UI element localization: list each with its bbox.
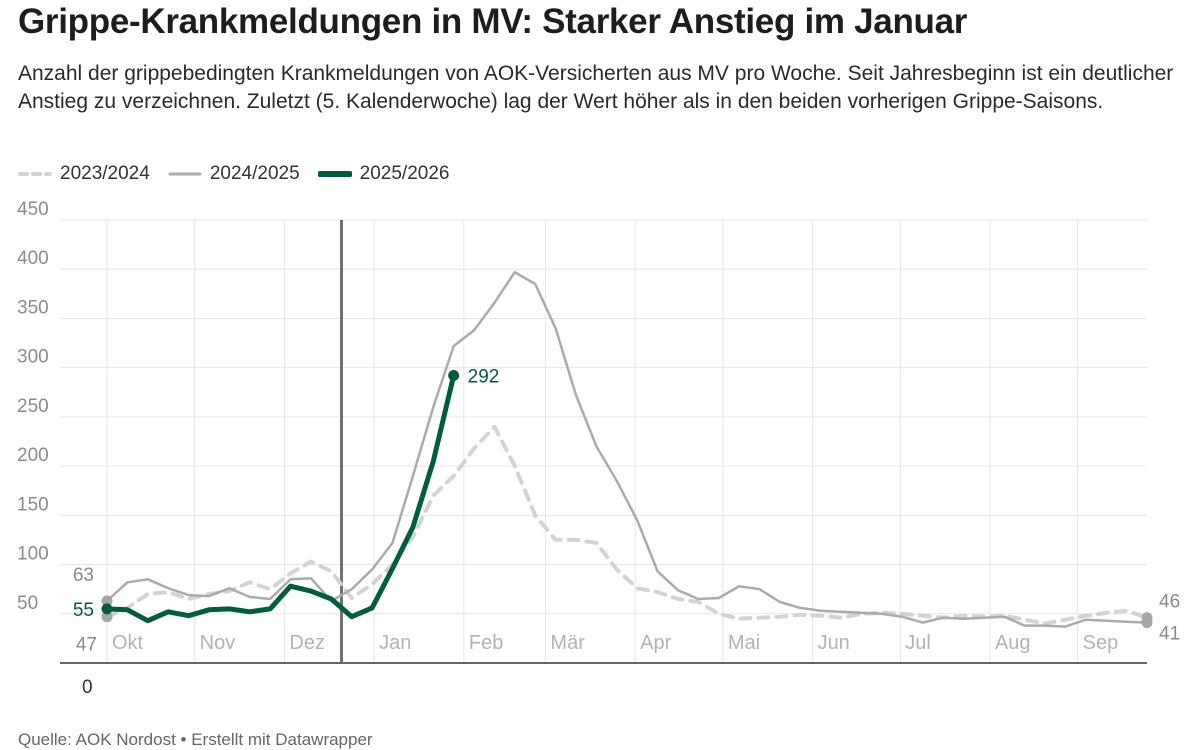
line-chart: 50 100 150 200 250 300 350 400 450 0 Okt Nov Dez Jan…: [17, 200, 1180, 698]
data-label: 41: [1159, 624, 1180, 645]
y-tick-label: 150: [17, 494, 49, 515]
legend-swatch-bold-line-icon: [317, 171, 352, 177]
x-tick-label: Okt: [112, 632, 144, 654]
series-start-dot: [101, 595, 113, 607]
series-line-2023-2024: [105, 424, 1149, 626]
horizontal-gridlines: [60, 219, 1147, 664]
x-tick-label: Sep: [1083, 632, 1119, 654]
series-lines: [104, 270, 1149, 628]
series-start-dot: [101, 611, 113, 623]
x-tick-label: Dez: [289, 632, 325, 654]
y-tick-label: 50: [17, 593, 38, 614]
series-end-dot: [1141, 617, 1153, 629]
series-endpoints: [101, 370, 1153, 629]
data-label: 63: [73, 565, 94, 586]
legend-swatch-line-icon: [168, 172, 202, 176]
y-tick-label: 250: [17, 396, 49, 417]
data-label: 47: [76, 635, 97, 656]
legend-label: 2024/2025: [209, 163, 300, 184]
legend-item-2025-2026[interactable]: 2025/2026: [317, 163, 450, 185]
data-labels: 292 63 55 47 46 41: [73, 367, 1180, 656]
y-tick-label: 200: [17, 445, 49, 466]
y-axis-labels: 50 100 150 200 250 300 350 400 450 0: [17, 200, 93, 698]
x-tick-label: Jan: [379, 632, 411, 654]
x-tick-label: Mär: [550, 632, 585, 654]
legend-label: 2025/2026: [359, 163, 450, 184]
chart-title: Grippe-Krankmeldungen in MV: Starker Ans…: [18, 2, 968, 41]
y-tick-label: 350: [17, 297, 49, 318]
y-tick-label: 300: [17, 347, 49, 368]
data-label: 46: [1159, 592, 1180, 613]
series-line-2024-2025: [105, 270, 1149, 628]
legend-swatch-dashed-icon: [18, 172, 52, 176]
x-tick-label: Jun: [818, 632, 850, 654]
y-tick-label: 100: [17, 544, 49, 565]
chart-subtitle: Anzahl der grippebedingten Krankmeldunge…: [18, 62, 1174, 113]
series-line-2025-2026: [104, 373, 457, 624]
x-tick-label: Mai: [728, 632, 760, 654]
x-tick-label: Jul: [905, 632, 931, 654]
legend-label: 2023/2024: [60, 163, 150, 184]
x-tick-label: Apr: [640, 632, 671, 654]
x-tick-label: Aug: [995, 632, 1031, 654]
x-axis-labels: Okt Nov Dez Jan Feb Mär Apr Mai Jun Jul Aug Sep: [112, 632, 1118, 654]
legend-item-2023-2024[interactable]: 2023/2024: [18, 163, 150, 185]
legend-item-2024-2025[interactable]: 2024/2025: [168, 163, 300, 185]
y-tick-label: 400: [17, 248, 49, 269]
vertical-gridlines: [106, 220, 1079, 663]
x-tick-label: Nov: [200, 632, 236, 654]
x-tick-label: Feb: [469, 632, 503, 654]
data-label: 292: [468, 367, 500, 388]
y-tick-label: 450: [17, 200, 49, 220]
series-start-dot: [101, 603, 113, 615]
source-note: Quelle: AOK Nordost • Erstellt mit Dataw…: [18, 730, 373, 749]
y-tick-label-zero: 0: [82, 677, 93, 698]
chart-legend: 2023/2024 2024/2025 2025/2026: [18, 163, 467, 185]
series-end-dot: [448, 370, 460, 382]
data-label: 55: [73, 600, 94, 621]
